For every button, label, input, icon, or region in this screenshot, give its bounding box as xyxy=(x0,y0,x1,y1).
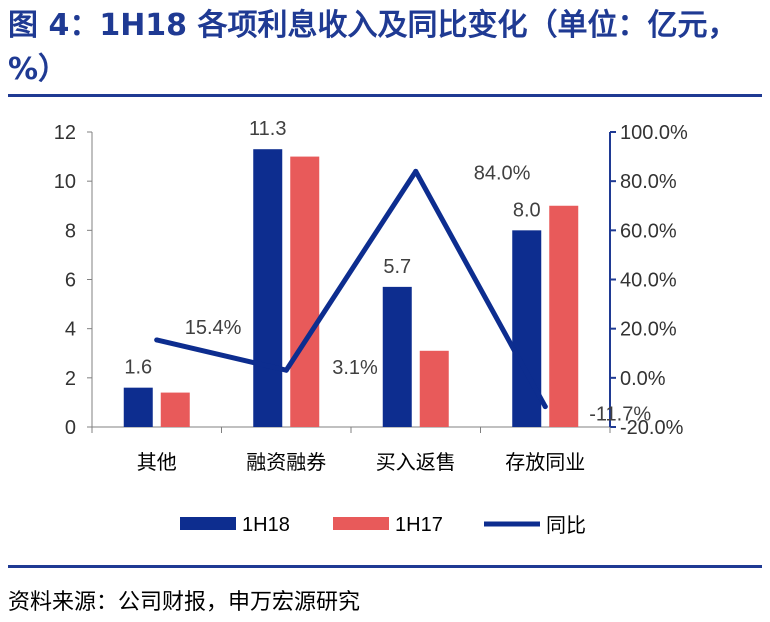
bar-1h17 xyxy=(549,205,579,427)
category-label: 买入返售 xyxy=(376,450,456,474)
category-label: 其他 xyxy=(137,450,177,474)
bar-1h17 xyxy=(290,156,320,428)
category-label: 存放同业 xyxy=(505,450,585,474)
legend-swatch-1h18 xyxy=(180,517,236,530)
bar-value-label: 11.3 xyxy=(249,118,286,140)
left-tick-label: 6 xyxy=(65,270,76,292)
bars xyxy=(123,149,579,428)
yoy-value-label: 84.0% xyxy=(474,162,531,184)
bar-value-label: 5.7 xyxy=(383,256,411,278)
data-labels: 1.6 11.3 5.7 8.0 15.4% 3.1% 84.0% -11.7% xyxy=(124,118,651,425)
right-tick-label: 0.0% xyxy=(620,368,666,390)
left-tick-label: 4 xyxy=(65,319,76,341)
legend-label-1h18: 1H18 xyxy=(242,514,290,536)
yoy-point xyxy=(283,367,289,373)
right-tick-label: 100.0% xyxy=(620,122,688,144)
bar-1h18 xyxy=(253,149,283,428)
bar-1h17 xyxy=(160,392,190,427)
bar-1h18 xyxy=(382,286,412,427)
yoy-polyline xyxy=(154,168,548,410)
left-tick-label: 12 xyxy=(54,122,76,144)
title-divider xyxy=(8,94,762,97)
right-tick-label: 40.0% xyxy=(620,270,677,292)
left-tick-label: 10 xyxy=(54,171,76,193)
legend-label-1h17: 1H17 xyxy=(395,514,443,536)
legend-swatch-1h17 xyxy=(333,517,389,530)
right-tick-label: 80.0% xyxy=(620,171,677,193)
category-label: 融资融券 xyxy=(246,450,326,474)
bar-value-label: 8.0 xyxy=(513,199,541,221)
yoy-point xyxy=(542,404,548,410)
left-tick-label: 0 xyxy=(65,417,76,439)
left-tick-label: 2 xyxy=(65,368,76,390)
bar-1h18 xyxy=(123,387,153,427)
yoy-point xyxy=(154,337,160,343)
bar-value-label: 1.6 xyxy=(124,357,152,379)
yoy-value-label: 15.4% xyxy=(185,317,242,339)
yoy-point xyxy=(413,168,419,174)
legend: 1H18 1H17 同比 xyxy=(180,513,586,537)
yoy-value-label: -11.7% xyxy=(589,404,651,426)
yoy-value-label: 3.1% xyxy=(332,357,378,379)
right-tick-label: 60.0% xyxy=(620,220,677,242)
right-tick-label: 20.0% xyxy=(620,319,677,341)
right-tick-label: -20.0% xyxy=(620,417,684,439)
chart-canvas: 024681012-20.0%0.0%20.0%40.0%60.0%80.0%1… xyxy=(54,118,688,537)
footer-divider xyxy=(8,565,762,568)
bar-1h18 xyxy=(512,230,542,427)
yoy-line xyxy=(154,168,548,410)
chart-title: 图 4：1H18 各项利息收入及同比变化（单位：亿元，%） xyxy=(8,8,738,87)
source-note: 资料来源：公司财报，申万宏源研究 xyxy=(8,590,361,615)
axes: 0 2 4 6 8 10 12 -20.0% 0.0% 20.0% 40.0% 60.0% 80.0% 1… xyxy=(54,122,688,474)
bar-1h17 xyxy=(419,350,449,427)
left-tick-label: 8 xyxy=(65,220,76,242)
legend-label-yoy: 同比 xyxy=(546,513,586,537)
